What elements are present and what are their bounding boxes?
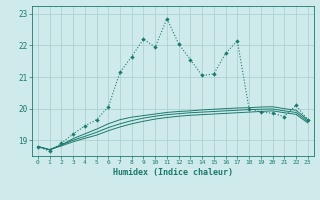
X-axis label: Humidex (Indice chaleur): Humidex (Indice chaleur) xyxy=(113,168,233,177)
